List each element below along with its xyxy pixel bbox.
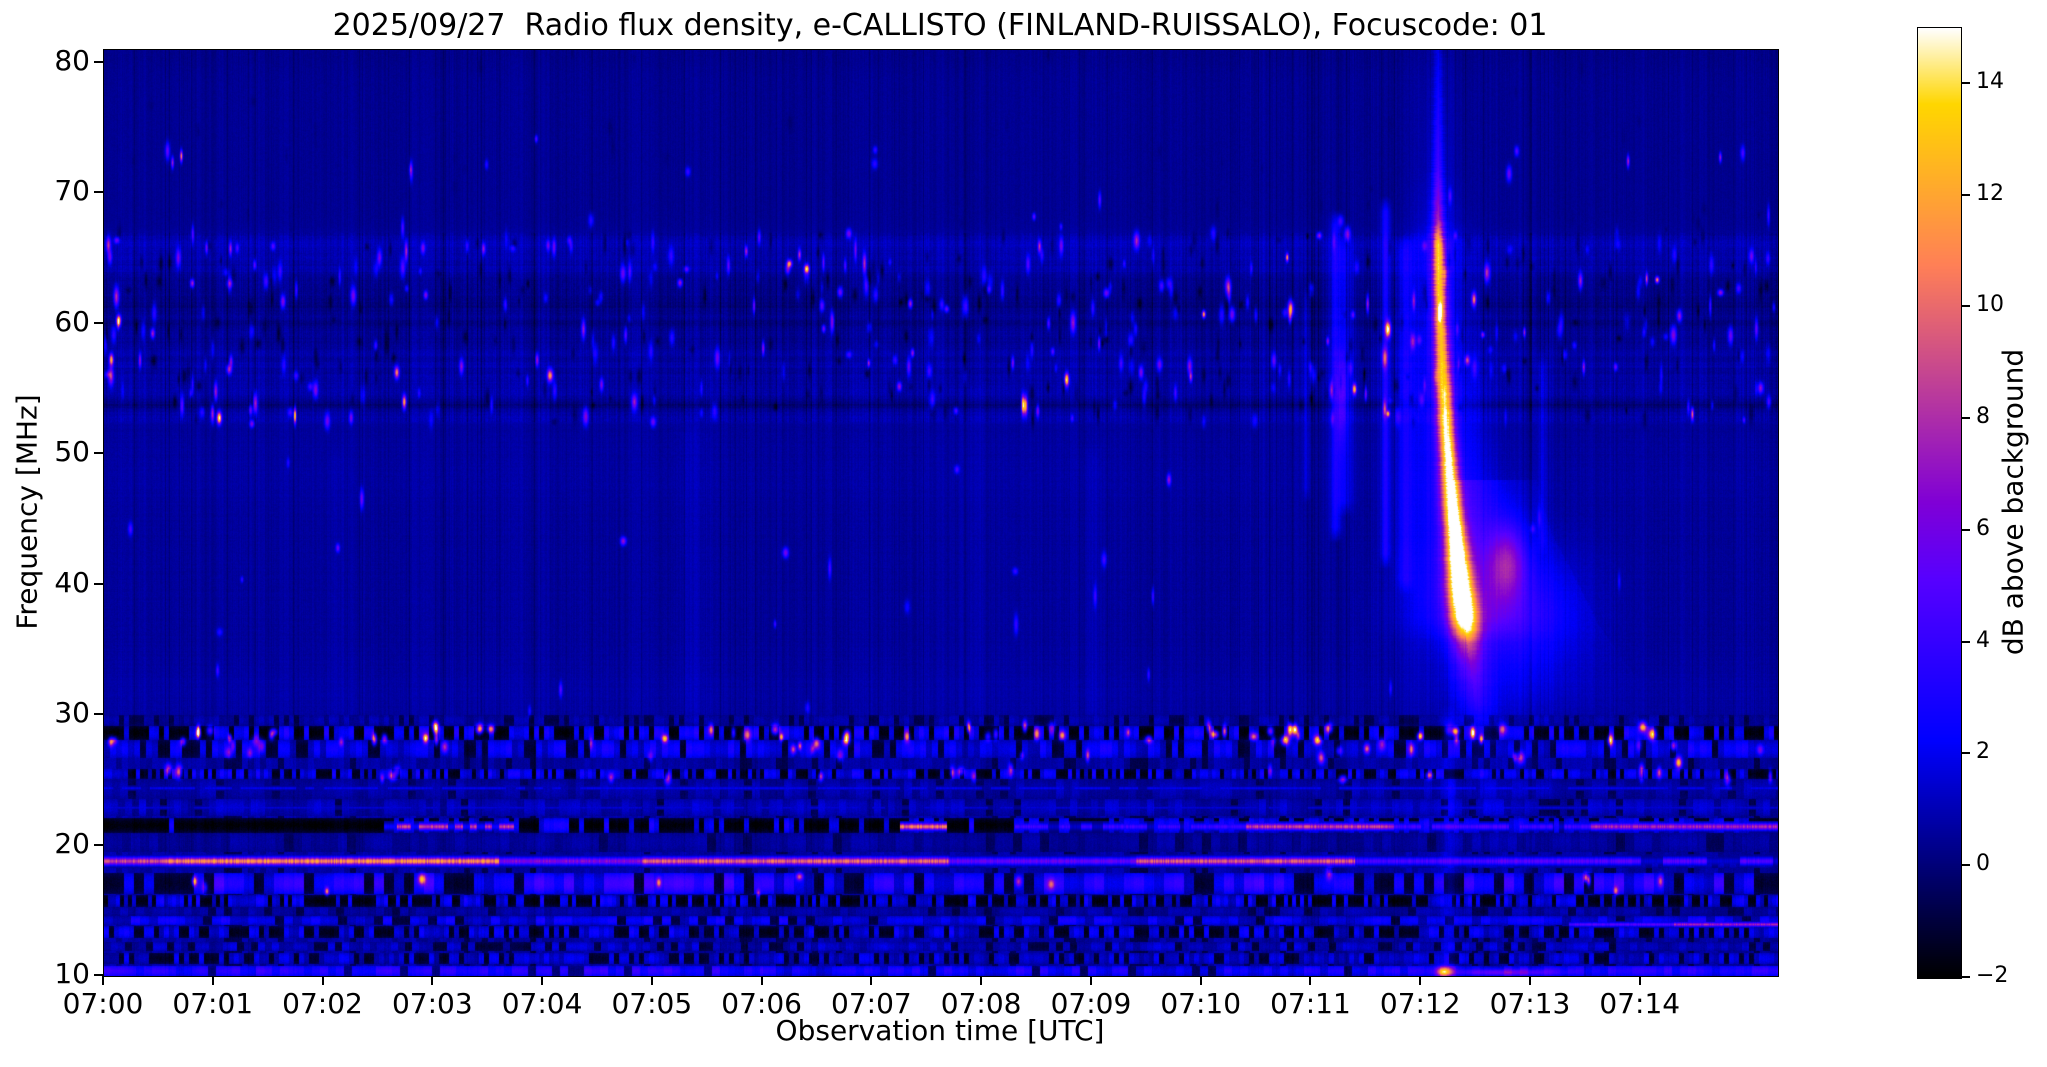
colorbar-tick-mark xyxy=(1962,81,1970,84)
y-tick-label: 30 xyxy=(54,696,90,730)
x-tick-mark xyxy=(1309,976,1312,985)
y-tick-mark xyxy=(94,191,103,194)
x-tick-mark xyxy=(321,976,324,985)
x-axis-label: Observation time [UTC] xyxy=(775,1014,1105,1047)
x-tick-mark xyxy=(1638,976,1641,985)
y-tick-label: 60 xyxy=(54,304,90,338)
colorbar-tick-mark xyxy=(1962,864,1970,867)
y-tick-mark xyxy=(94,321,103,324)
x-tick-mark xyxy=(1089,976,1092,985)
plot-title: 2025/09/27 Radio flux density, e-CALLIST… xyxy=(332,8,1548,43)
x-tick-mark xyxy=(541,976,544,985)
x-tick-label: 07:13 xyxy=(1489,987,1571,1020)
y-tick-label: 80 xyxy=(54,44,90,78)
x-tick-mark xyxy=(211,976,214,985)
y-tick-mark xyxy=(94,452,103,455)
colorbar-tick-mark xyxy=(1962,976,1970,978)
x-tick-mark xyxy=(102,976,104,985)
y-tick-mark xyxy=(94,713,103,716)
y-tick-label: 70 xyxy=(54,174,90,208)
y-tick-mark xyxy=(94,582,103,585)
x-tick-label: 07:14 xyxy=(1599,987,1681,1020)
colorbar-tick-mark xyxy=(1962,193,1970,196)
colorbar-tick-label: 8 xyxy=(1976,404,1990,430)
colorbar-tick-mark xyxy=(1962,305,1970,308)
y-tick-mark xyxy=(94,974,103,976)
x-tick-label: 07:04 xyxy=(501,987,583,1020)
colorbar-tick-label: 2 xyxy=(1976,739,1990,765)
x-tick-label: 07:01 xyxy=(172,987,254,1020)
y-tick-label: 10 xyxy=(54,957,90,990)
colorbar-tick-label: 6 xyxy=(1976,515,1990,541)
x-tick-label: 07:07 xyxy=(831,987,912,1020)
y-tick-label: 50 xyxy=(54,435,90,469)
y-tick-mark xyxy=(94,61,103,64)
colorbar-tick-label: 12 xyxy=(1976,180,2004,206)
x-tick-mark xyxy=(650,976,653,985)
colorbar-tick-mark xyxy=(1962,752,1970,755)
colorbar-gradient-canvas xyxy=(1918,28,1961,978)
x-tick-label: 07:11 xyxy=(1270,987,1351,1020)
colorbar-tick-mark xyxy=(1962,528,1970,531)
x-tick-label: 07:10 xyxy=(1160,987,1242,1020)
x-tick-mark xyxy=(760,976,763,985)
colorbar xyxy=(1917,27,1962,979)
x-tick-label: 07:02 xyxy=(282,987,363,1020)
colorbar-tick-label: 0 xyxy=(1976,851,1990,877)
x-tick-label: 07:06 xyxy=(721,987,802,1020)
x-tick-mark xyxy=(1199,976,1202,985)
colorbar-tick-mark xyxy=(1962,417,1970,420)
x-tick-label: 07:05 xyxy=(611,987,693,1020)
y-tick-label: 40 xyxy=(54,565,90,599)
x-tick-mark xyxy=(1529,976,1532,985)
x-tick-mark xyxy=(980,976,983,985)
colorbar-tick-label: −2 xyxy=(1976,963,2009,988)
colorbar-tick-label: 14 xyxy=(1976,68,2004,94)
y-tick-label: 20 xyxy=(54,826,90,860)
x-tick-label: 07:09 xyxy=(1050,987,1132,1020)
x-tick-label: 07:08 xyxy=(940,987,1022,1020)
x-tick-mark xyxy=(1419,976,1422,985)
x-tick-label: 07:03 xyxy=(391,987,473,1020)
x-tick-label: 07:00 xyxy=(62,987,144,1020)
plot-area xyxy=(103,49,1779,977)
y-tick-mark xyxy=(94,843,103,846)
colorbar-tick-mark xyxy=(1962,640,1970,643)
spectrogram-heatmap-canvas xyxy=(104,50,1778,976)
colorbar-label: dB above background xyxy=(1996,348,2030,656)
x-tick-mark xyxy=(431,976,434,985)
colorbar-tick-label: 10 xyxy=(1976,292,2004,318)
x-tick-label: 07:12 xyxy=(1379,987,1461,1020)
x-tick-mark xyxy=(870,976,873,985)
colorbar-tick-label: 4 xyxy=(1976,627,1990,653)
